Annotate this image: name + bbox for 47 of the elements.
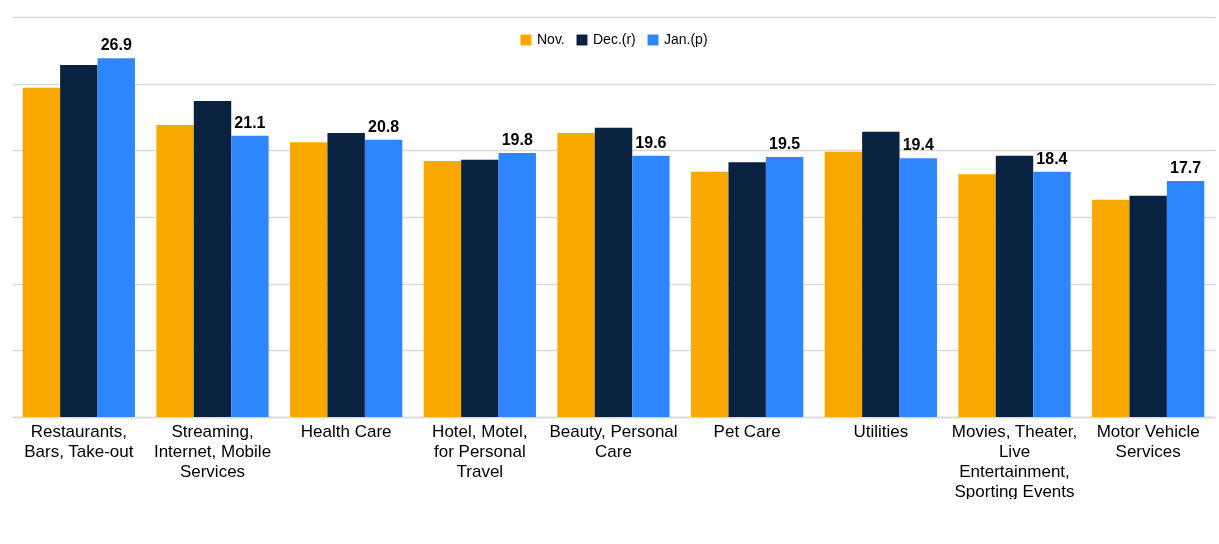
bar [557,133,595,417]
bar [691,171,729,417]
data-label: 26.9 [100,36,132,54]
bar [1129,195,1167,417]
x-tick-label: Utilities [853,421,909,441]
bar [364,139,403,417]
bar [231,135,269,417]
legend-label: Nov. [537,31,565,47]
bar [1092,199,1130,417]
x-tick-label: Health Care [300,421,392,441]
bar [824,151,863,417]
data-label: 19.8 [501,131,533,148]
bar [862,131,900,417]
data-label: 19.5 [769,135,801,152]
x-tick-label: Restaurants, Bars, Take-out [24,421,134,461]
bar [1033,171,1071,417]
bar [193,101,232,417]
bar [290,142,328,417]
x-tick-label: Pet Care [713,421,781,441]
bar [632,155,670,417]
data-label: 19.6 [635,133,667,151]
data-label: 19.4 [902,136,934,154]
x-tick-label: Streaming, Internet, Mobile Services [153,421,272,481]
x-tick-label: Hotel, Motel, for Personal Travel [432,421,528,481]
bar [97,58,135,417]
bar [995,155,1034,417]
bar [156,125,194,417]
x-tick-label: Motor Vehicle Services [1096,421,1200,461]
data-label: 20.8 [368,117,400,135]
bar [22,87,61,417]
legend-label: Dec.(r) [593,31,636,47]
legend-label: Jan.(p) [664,31,708,47]
data-label: 17.7 [1170,159,1202,176]
data-label: 21.1 [234,113,266,131]
bar [1166,181,1205,417]
bar [461,159,499,417]
bar [958,174,996,417]
bar [765,157,804,417]
bar [498,153,536,417]
bar [423,161,462,417]
bar [60,65,98,417]
data-label: 18.4 [1036,149,1068,167]
bar [327,133,365,417]
bar [728,162,766,417]
bar [594,127,633,417]
x-tick-label: Beauty, Personal Care [549,421,678,461]
bar [899,158,937,417]
